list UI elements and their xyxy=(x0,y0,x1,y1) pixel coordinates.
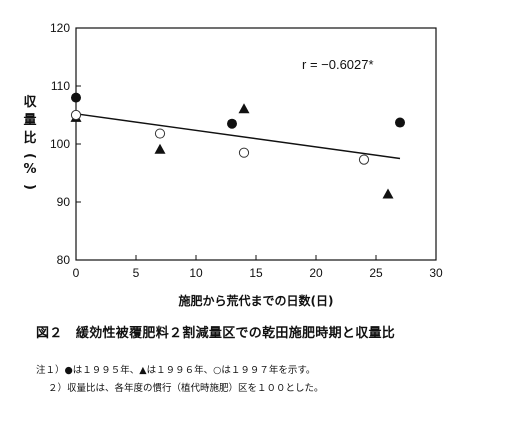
y-tick-label: 120 xyxy=(50,21,70,35)
y-axis-title-char: ) xyxy=(22,184,37,190)
point-open-circle xyxy=(238,147,250,158)
correlation-annotation: r = −0.6027* xyxy=(302,57,374,72)
regression-line xyxy=(75,113,401,160)
y-axis: 80 90 100 110 120 xyxy=(50,21,81,267)
y-axis-title-char: 量 xyxy=(23,113,36,128)
y-tick-label: 80 xyxy=(57,253,71,267)
note-line-2: ２）収量比は、各年度の慣行（植代時施肥）区を１００とした。 xyxy=(48,383,324,394)
point-filled-circle xyxy=(227,118,237,129)
point-filled-triangle xyxy=(238,103,250,114)
x-tick-label: 5 xyxy=(133,266,140,280)
point-open-circle xyxy=(154,128,166,139)
y-axis-title: 収量比 (%) xyxy=(22,95,37,190)
x-tick-label: 15 xyxy=(249,266,263,280)
figure-notes: 注１）●は１９９５年、▲は１９９６年、○は１９９７年を示す。 ２）収量比は、各年… xyxy=(36,362,324,398)
y-axis-title-char: 比 xyxy=(23,130,36,146)
figure-caption: 図２ 緩効性被覆肥料２割減量区での乾田施肥時期と収量比 xyxy=(36,326,396,341)
x-tick-label: 20 xyxy=(309,266,323,280)
y-tick-label: 90 xyxy=(57,195,71,209)
point-filled-triangle xyxy=(154,143,166,154)
x-axis-title: 施肥から荒代までの日数(日) xyxy=(179,293,334,308)
point-filled-circle xyxy=(71,92,81,103)
point-open-circle xyxy=(358,154,370,165)
y-axis-title-char: 収 xyxy=(23,95,37,110)
y-tick-label: 110 xyxy=(51,79,70,93)
y-axis-title-char: ( xyxy=(22,153,37,159)
data-points xyxy=(70,92,405,199)
x-tick-label: 10 xyxy=(189,266,203,280)
x-tick-label: 25 xyxy=(369,266,383,280)
y-tick-label: 100 xyxy=(50,137,70,151)
y-axis-title-char: % xyxy=(23,162,36,177)
point-open-circle xyxy=(70,109,82,121)
x-tick-label: 30 xyxy=(429,266,443,280)
note-line-1: 注１）●は１９９５年、▲は１９９６年、○は１９９７年を示す。 xyxy=(36,365,316,376)
x-tick-label: 0 xyxy=(73,266,80,280)
point-filled-triangle xyxy=(382,188,394,199)
point-filled-circle xyxy=(395,117,405,128)
plot-frame xyxy=(75,27,437,261)
x-axis: 0 5 10 15 20 25 30 xyxy=(73,255,443,280)
